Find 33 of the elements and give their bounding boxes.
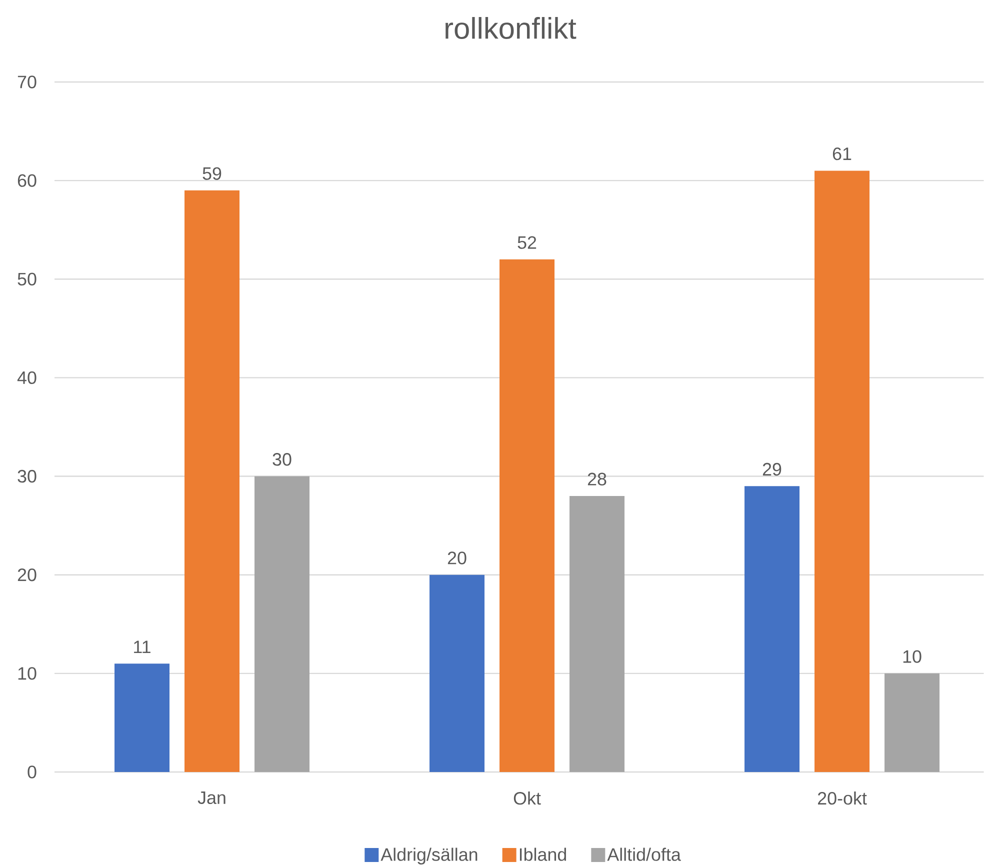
bar [114,664,170,772]
data-label: 11 [134,640,150,654]
data-label: 52 [518,236,536,249]
y-tick-label: 60 [18,174,36,187]
y-tick-label: 40 [17,371,36,384]
bar [500,259,555,772]
bar [884,673,940,772]
x-tick-label: Jan [198,792,226,804]
chart-title: rollkonflikt [446,17,576,39]
legend-label: Ibland [520,848,566,861]
data-label: 10 [903,650,922,663]
data-label: 28 [588,472,606,486]
bar [184,190,240,772]
legend-label: Alltid/ofta [607,848,681,861]
data-label: 59 [202,167,222,180]
bar [430,574,485,772]
bar [570,496,625,772]
data-label: 20 [448,552,466,564]
y-tick-label: 50 [18,272,36,286]
y-tick-label: 0 [28,766,36,778]
bar [254,476,310,772]
y-tick-label: 70 [18,76,36,88]
bar [814,170,870,772]
x-tick-label: Okt [514,792,541,805]
data-label: 29 [762,462,782,476]
y-tick-label: 20 [18,568,36,582]
x-tick-label: 20-okt [818,792,867,805]
bar [744,486,800,772]
y-tick-label: 10 [18,667,36,680]
data-label: 61 [832,147,852,160]
data-label: 30 [272,453,292,466]
y-tick-label: 30 [18,470,36,483]
legend-label: Aldrig/sällan [380,848,478,864]
